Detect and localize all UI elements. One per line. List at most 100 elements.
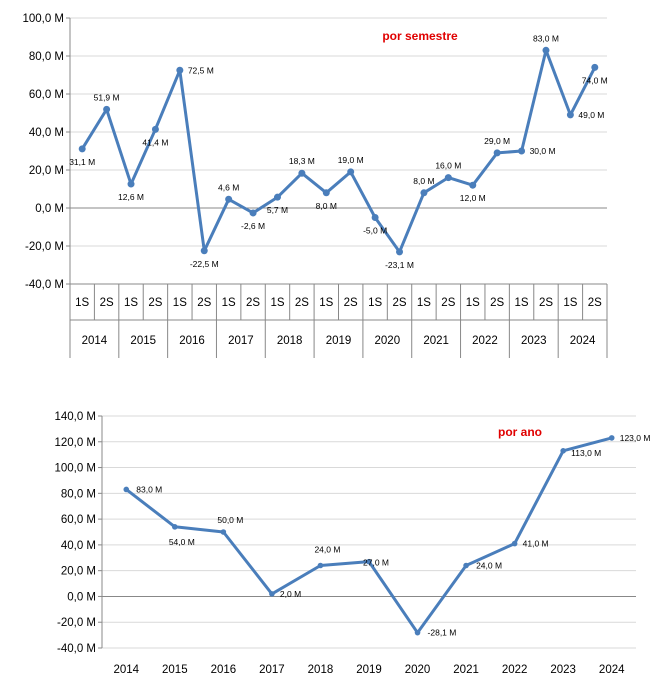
x-subcategory-label: 1S — [270, 297, 284, 309]
data-label: -28,1 M — [428, 628, 457, 638]
data-point — [273, 193, 281, 201]
x-tick-label: 2023 — [550, 664, 576, 676]
data-point — [127, 180, 135, 188]
x-subcategory-label: 2S — [490, 297, 504, 309]
data-point — [511, 540, 518, 547]
x-group-label: 2018 — [277, 335, 303, 347]
data-point — [78, 145, 86, 153]
x-subcategory-label: 2S — [588, 297, 602, 309]
data-label: 83,0 M — [136, 484, 162, 494]
y-tick-label: 20,0 M — [29, 165, 64, 177]
x-tick-label: 2015 — [162, 664, 188, 676]
data-point — [123, 486, 130, 493]
x-subcategory-label: 2S — [392, 297, 406, 309]
x-subcategory-label: 1S — [75, 297, 89, 309]
x-tick-label: 2020 — [405, 664, 431, 676]
data-label: 31,1 M — [69, 157, 95, 167]
x-group-label: 2021 — [423, 335, 449, 347]
x-subcategory-label: 1S — [368, 297, 382, 309]
data-label: -2,6 M — [241, 221, 265, 231]
data-label: 74,0 M — [582, 75, 608, 85]
data-point — [220, 529, 227, 535]
x-group-label: 2019 — [326, 335, 352, 347]
y-tick-label: -40,0 M — [25, 279, 64, 291]
data-point — [396, 248, 404, 256]
data-label: -5,0 M — [363, 226, 387, 236]
x-group-label: 2015 — [130, 335, 156, 347]
y-tick-label: -40,0 M — [57, 643, 96, 655]
y-tick-label: -20,0 M — [25, 241, 64, 253]
data-point — [298, 169, 306, 177]
data-point — [322, 189, 330, 197]
data-label: 16,0 M — [435, 161, 461, 171]
data-point — [347, 168, 355, 176]
chart-title: por ano — [498, 425, 542, 439]
data-label: 2,0 M — [280, 589, 301, 599]
data-point — [560, 448, 566, 454]
y-tick-label: 120,0 M — [54, 437, 96, 449]
y-tick-label: 60,0 M — [29, 89, 64, 101]
data-point — [608, 435, 615, 441]
x-subcategory-label: 1S — [124, 297, 138, 309]
data-label: -23,1 M — [385, 260, 414, 270]
x-subcategory-label: 2S — [100, 297, 114, 309]
x-tick-label: 2014 — [113, 664, 139, 676]
x-tick-label: 2017 — [259, 664, 285, 676]
x-group-label: 2022 — [472, 335, 498, 347]
data-label: 83,0 M — [533, 33, 559, 43]
data-label: 30,0 M — [530, 146, 556, 156]
data-label: 24,0 M — [476, 561, 502, 571]
data-point — [444, 174, 452, 182]
y-tick-label: 0,0 M — [67, 591, 96, 603]
x-subcategory-label: 2S — [295, 297, 309, 309]
y-tick-label: 100,0 M — [22, 13, 64, 25]
data-label: 29,0 M — [484, 136, 510, 146]
x-group-label: 2014 — [82, 335, 108, 347]
x-tick-label: 2016 — [211, 664, 237, 676]
y-tick-label: -20,0 M — [57, 617, 96, 629]
data-label: 5,7 M — [267, 205, 288, 215]
chart-title: por semestre — [382, 29, 458, 43]
data-point — [269, 591, 275, 597]
data-point — [172, 524, 178, 530]
data-label: 123,0 M — [620, 433, 651, 443]
x-subcategory-label: 1S — [417, 297, 431, 309]
data-point — [317, 562, 324, 569]
data-point — [414, 629, 421, 636]
data-label: 27,0 M — [363, 558, 389, 568]
y-tick-label: 40,0 M — [29, 127, 64, 139]
x-subcategory-label: 2S — [246, 297, 260, 309]
data-label: 113,0 M — [571, 448, 601, 458]
y-tick-label: 40,0 M — [61, 540, 96, 552]
data-point — [176, 66, 184, 74]
y-tick-label: 80,0 M — [29, 51, 64, 63]
data-label: 54,0 M — [169, 537, 195, 547]
data-point — [225, 195, 233, 203]
x-group-label: 2017 — [228, 335, 254, 347]
y-tick-label: 100,0 M — [54, 463, 96, 475]
x-subcategory-label: 1S — [319, 297, 333, 309]
data-label: 41,4 M — [142, 137, 168, 147]
data-point — [542, 46, 550, 54]
data-label: 8,0 M — [413, 176, 434, 186]
x-group-label: 2016 — [179, 335, 205, 347]
x-subcategory-label: 2S — [539, 297, 553, 309]
y-tick-label: 140,0 M — [54, 411, 96, 423]
y-tick-label: 20,0 M — [61, 566, 96, 578]
series-line — [80, 48, 597, 254]
y-tick-label: 60,0 M — [61, 514, 96, 526]
x-subcategory-label: 1S — [466, 297, 480, 309]
data-point — [566, 111, 574, 119]
data-point — [151, 125, 159, 133]
data-label: 72,5 M — [188, 65, 214, 75]
x-group-label: 2024 — [570, 335, 596, 347]
data-point — [469, 181, 477, 189]
data-point — [420, 189, 428, 197]
x-group-label: 2020 — [375, 335, 401, 347]
data-label: 12,0 M — [460, 193, 486, 203]
data-point — [103, 105, 111, 113]
data-point — [366, 558, 372, 565]
x-tick-label: 2024 — [599, 664, 625, 676]
data-label: 41,0 M — [523, 539, 549, 549]
